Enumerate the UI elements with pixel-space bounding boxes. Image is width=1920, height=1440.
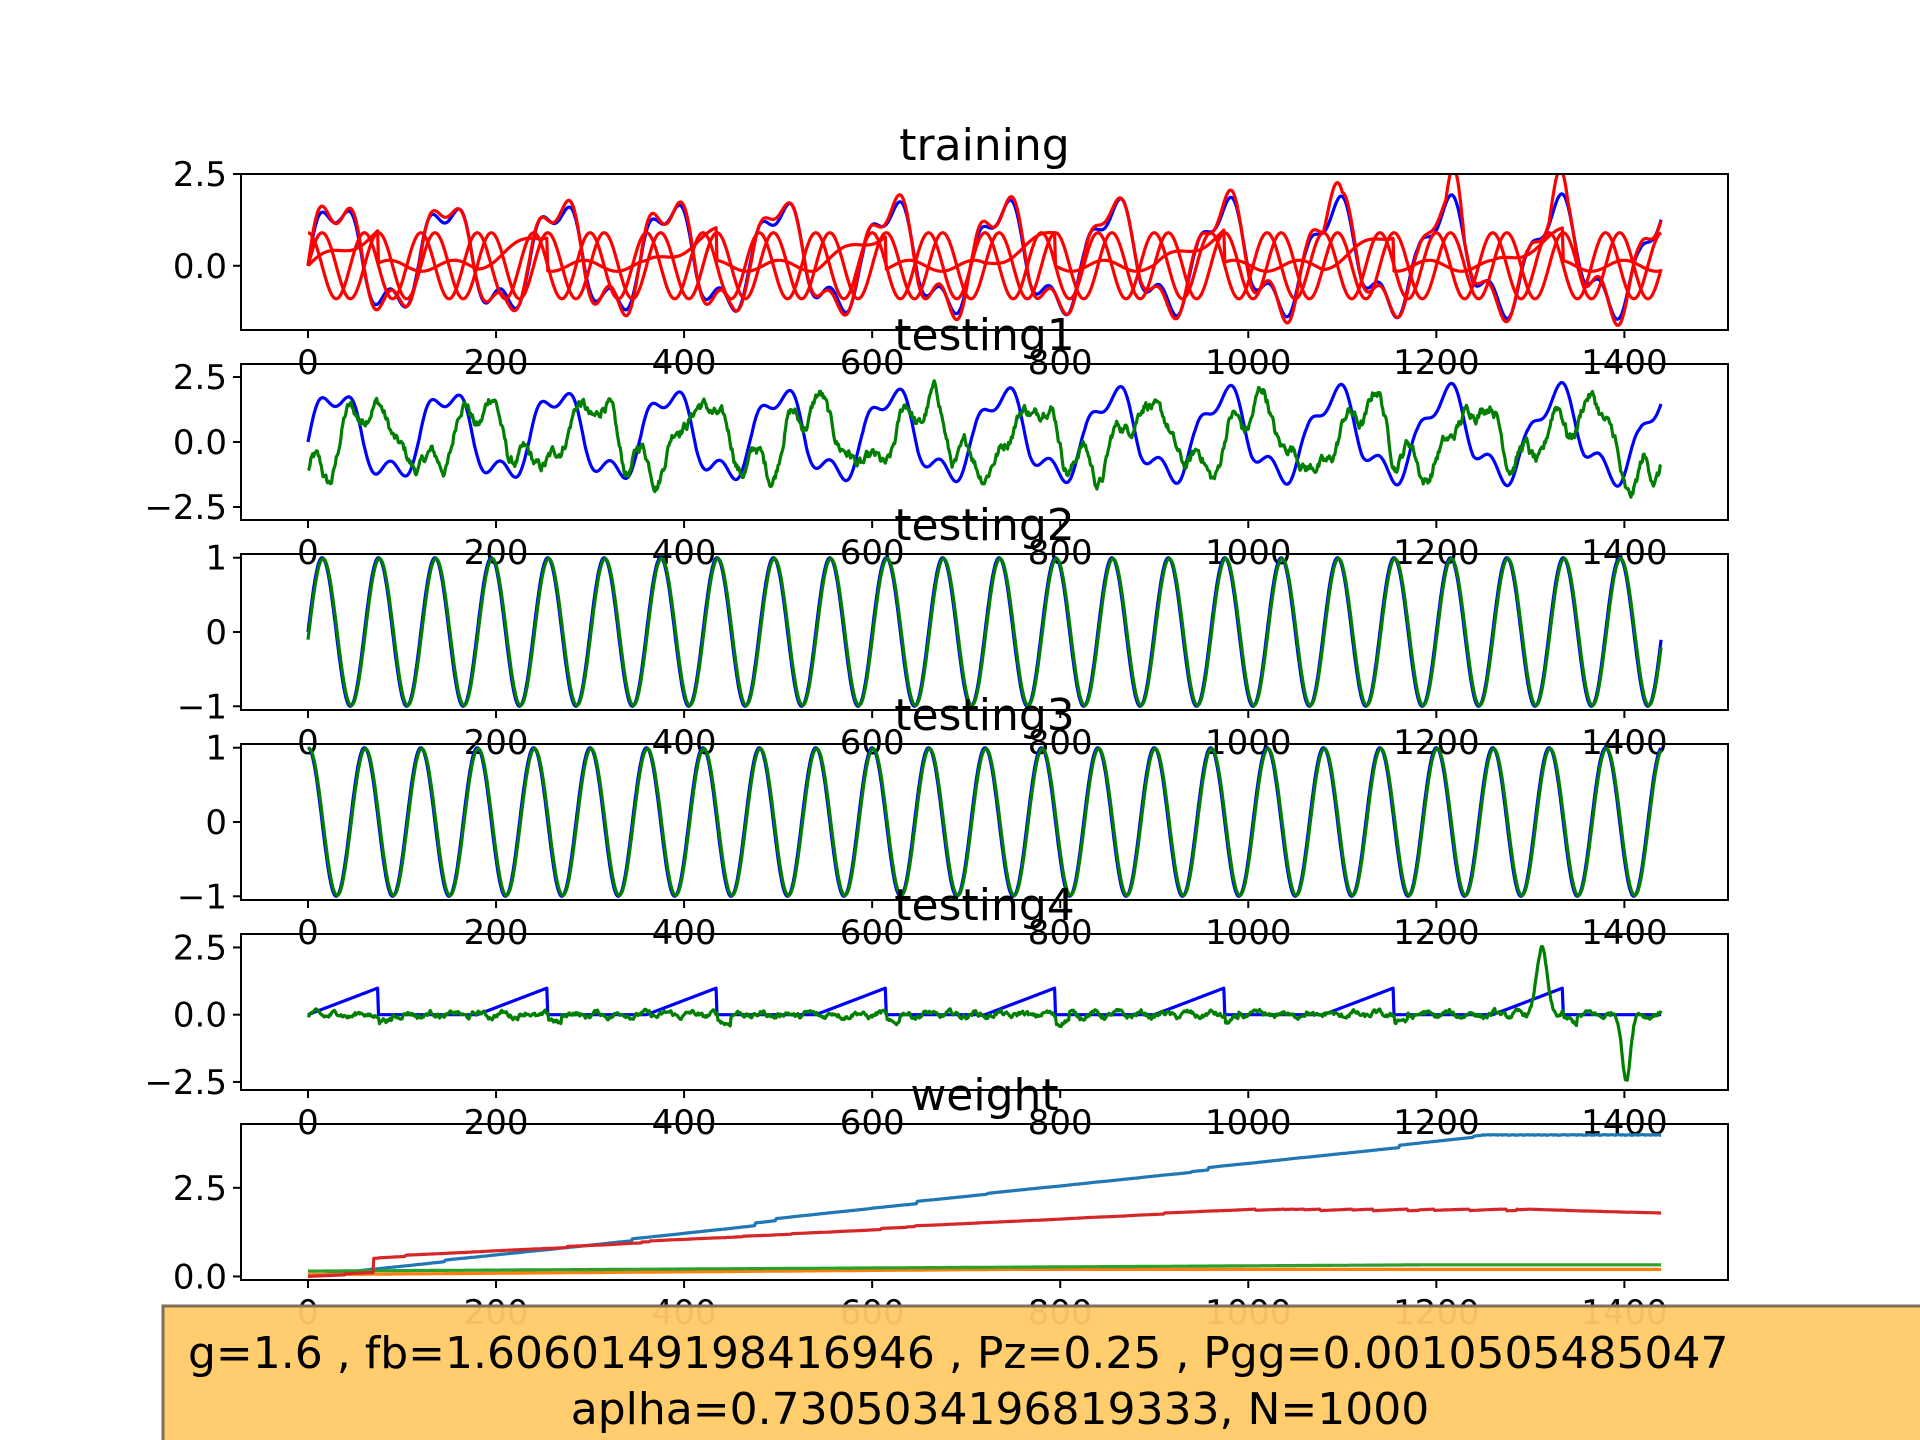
testing3-output-line: [307, 746, 1663, 898]
weight-line-4: [307, 1207, 1662, 1278]
y-tick-label: 2.5: [173, 928, 227, 968]
y-tick-label: −2.5: [144, 488, 227, 528]
y-tick-label: −1: [177, 877, 227, 917]
axes-frame: [240, 1123, 1729, 1281]
testing2-output-line: [306, 556, 1663, 708]
y-tick-label: 0: [205, 803, 227, 843]
caption-box: [161, 1304, 1920, 1440]
panel-title: testing4: [894, 880, 1075, 931]
y-tick-label: 0.0: [173, 247, 227, 287]
training-target-line: [306, 192, 1663, 321]
y-tick-label: 1: [205, 539, 227, 579]
caption-line-2: aplha=0.7305034196819333, N=1000: [571, 1384, 1429, 1435]
y-tick-label: 1: [205, 729, 227, 769]
panel-title: testing2: [894, 500, 1075, 551]
y-tick-label: 2.5: [173, 1169, 227, 1209]
caption-line-1: g=1.6 , fb=1.6060149198416946 , Pz=0.25 …: [188, 1328, 1728, 1379]
y-tick-label: 2.5: [173, 358, 227, 398]
training-output-line-3: [307, 231, 1662, 301]
y-tick-label: −1: [177, 687, 227, 727]
weight-line-1: [307, 1133, 1662, 1278]
panel-title: testing3: [894, 690, 1075, 741]
testing4-target-line: [307, 986, 1662, 1017]
y-tick-label: 0.0: [173, 1257, 227, 1297]
panel-title: weight: [910, 1070, 1058, 1121]
testing1-target-line: [306, 381, 1663, 488]
weight-line-3: [307, 1263, 1662, 1273]
y-tick-label: 2.5: [173, 155, 227, 195]
axes-frame: [240, 363, 1729, 521]
y-tick-label: 0.0: [173, 423, 227, 463]
training-output-line-4: [306, 226, 1662, 273]
testing1-output-line: [306, 379, 1663, 499]
y-tick-label: 0: [205, 613, 227, 653]
y-tick-label: 0.0: [173, 996, 227, 1036]
training-output-line-2: [306, 231, 1663, 301]
panel-title: testing1: [894, 310, 1075, 361]
parameter-caption: g=1.6 , fb=1.6060149198416946 , Pz=0.25 …: [161, 1304, 1920, 1440]
y-tick-label: −2.5: [144, 1063, 227, 1103]
axes-frame: [240, 933, 1729, 1091]
testing4-output-line: [306, 944, 1663, 1082]
axes-frame: [240, 173, 1729, 331]
panel-title: training: [899, 120, 1069, 171]
weight-line-2: [307, 1267, 1662, 1277]
